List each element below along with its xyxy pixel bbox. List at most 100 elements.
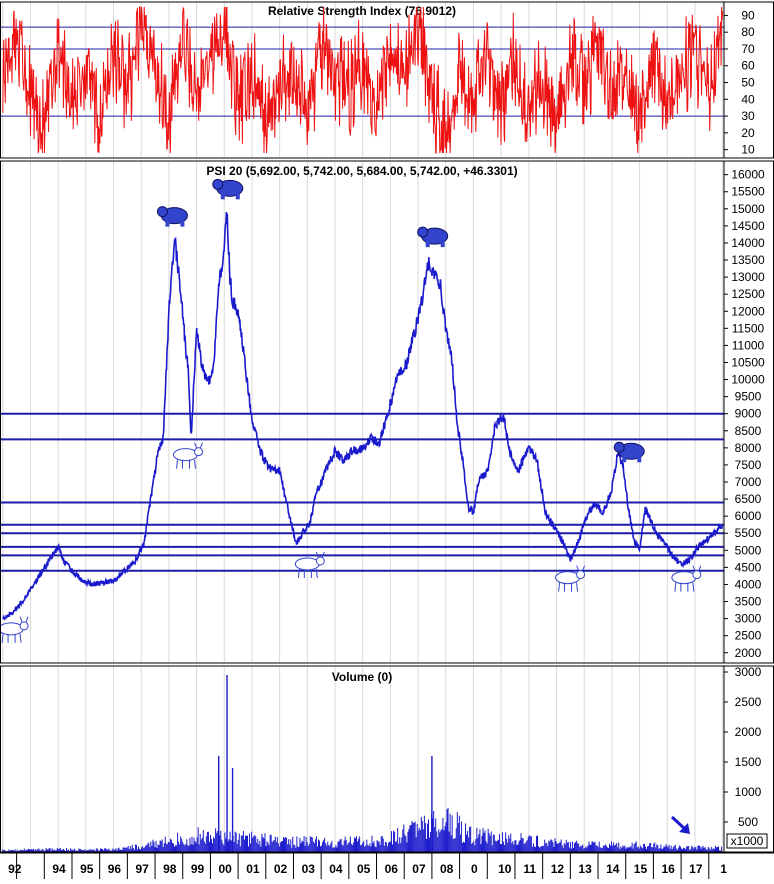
volume-panel: Volume (0) 500 1000 1500 2000 2500 3000 x1000 [2,665,768,852]
price-tick-label: 7000 [735,475,762,489]
year-label: 99 [191,862,205,876]
price-tick-label: 11500 [732,321,765,335]
bull-head [193,447,203,457]
rsi-line-path [2,6,724,154]
bear-icon [417,226,449,248]
price-tick-label: 15500 [731,185,765,199]
price-tick-label: 3000 [735,612,762,626]
bull-body [555,571,581,585]
price-y-axis: 2000 2500 3000 3500 4000 4500 5000 5500 6000 6500… [724,168,765,660]
bear-head [613,441,625,453]
price-tick-label: 11000 [732,338,765,352]
bear-icon [613,441,645,463]
rsi-tick-label: 70 [741,42,755,56]
bear-head [156,206,168,218]
rsi-title: Relative Strength Index (76.9012) [268,4,456,18]
volume-tick-label: 1000 [735,785,762,799]
year-label: 04 [329,862,343,876]
bear-leg [220,193,225,200]
bear-leg [425,241,430,248]
year-label: 97 [135,862,149,876]
year-label: 17 [689,862,703,876]
price-tick-label: 15000 [731,202,765,216]
year-label: 12 [551,862,565,876]
bull-icon [172,442,203,469]
price-tick-label: 16000 [731,168,765,182]
year-label: 94 [52,862,66,876]
volume-bars [2,675,723,852]
year-label: 02 [274,862,288,876]
bear-icon [212,178,244,200]
year-label: 92 [8,862,22,876]
price-tick-label: 14500 [731,219,765,233]
volume-y-axis: 500 1000 1500 2000 2500 3000 [724,665,762,829]
price-tick-label: 2000 [735,646,762,660]
rsi-tick-label: 90 [741,8,755,22]
bear-icon [156,206,188,227]
rsi-tick-label: 50 [741,76,755,90]
bull-icon [0,616,29,643]
price-support-lines [0,412,724,572]
bear-leg [440,241,445,248]
year-label: 0 [471,862,478,876]
bull-icon [294,551,325,579]
year-label: 03 [302,862,316,876]
bull-legs [674,582,695,592]
bear-leg [165,220,170,227]
price-tick-label: 8000 [735,441,762,455]
price-tick-label: 2500 [735,629,762,643]
bull-head [692,570,702,580]
year-label: 14 [606,862,620,876]
price-tick-label: 10000 [731,373,765,387]
bear-leg [180,220,185,227]
rsi-tick-label: 20 [741,126,755,140]
year-label: 11 [523,862,536,876]
price-tick-label: 4500 [735,560,762,574]
volume-tick-label: 2500 [735,695,762,709]
bull-legs [558,582,579,592]
volume-title: Volume (0) [332,670,392,684]
bull-head [19,621,29,631]
price-tick-label: 13500 [731,253,765,267]
bull-horns [576,565,586,571]
price-tick-label: 10500 [731,355,765,369]
year-label: 00 [219,862,233,876]
price-tick-label: 9500 [735,390,762,404]
year-label: 06 [385,862,399,876]
year-label: 07 [412,862,426,876]
price-line-path [2,211,724,621]
panel-frame [0,160,774,664]
year-label: 05 [357,862,371,876]
year-axis: 92 94 95 96 97 98 99 00 01 02 03 04 05 06 07 08 0 10 11 12 1… [0,852,774,879]
bull-horns [692,565,702,571]
price-series [2,211,724,621]
rsi-tick-label: 60 [741,59,755,73]
year-label: 1 [720,862,727,876]
price-tick-label: 6500 [735,492,762,506]
bull-legs [1,633,22,643]
bull-icon [671,565,702,592]
rsi-series [2,6,724,154]
bear-leg [637,456,642,463]
rsi-tick-label: 80 [741,25,755,39]
price-tick-label: 3500 [735,595,762,609]
year-label: 16 [661,862,675,876]
year-label: 98 [163,862,177,876]
price-tick-label: 13000 [731,270,765,284]
year-label: 01 [246,862,260,876]
bull-body [294,557,320,571]
rsi-panel: Relative Strength Index (76.9012) 10 20 30… [0,4,755,157]
arrow-down-right-icon [670,815,690,834]
price-tick-label: 5500 [735,526,762,540]
volume-unit-label: x1000 [731,834,764,848]
year-label: 96 [108,862,122,876]
volume-tick-label: 1500 [735,755,762,769]
rsi-tick-label: 30 [741,109,755,123]
rsi-tick-label: 40 [741,92,755,106]
price-tick-label: 6000 [735,509,762,523]
rsi-tick-label: 10 [741,143,755,157]
price-title: PSI 20 (5,692.00, 5,742.00, 5,684.00, 5,… [206,164,517,178]
panel-frame [0,665,774,853]
price-tick-label: 12500 [731,287,765,301]
